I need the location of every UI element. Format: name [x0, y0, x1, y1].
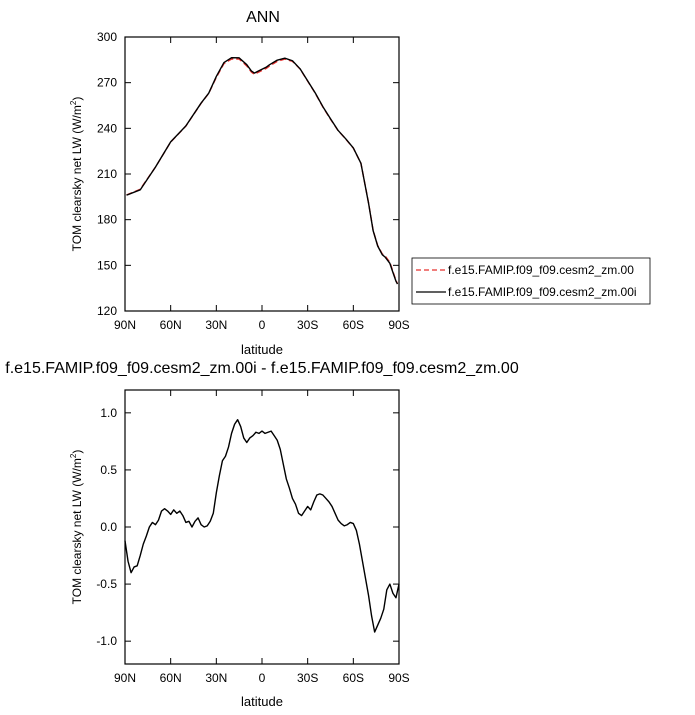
bottom-y-tick-label: 1.0	[100, 406, 117, 420]
top-y-tick-label: 300	[97, 30, 117, 44]
bottom-series-line-1	[124, 418, 400, 633]
bottom-chart-lines	[124, 418, 400, 633]
bottom-chart-plot-frame	[124, 389, 400, 665]
top-y-tick-label: 150	[97, 258, 117, 272]
top-x-tick-label: 30N	[205, 318, 227, 332]
top-x-tick-label: 0	[259, 318, 266, 332]
bottom-chart-panel: f.e15.FAMIP.f09_f09.cesm2_zm.00i - f.e15…	[5, 360, 519, 709]
top-x-tick-label: 90N	[114, 318, 136, 332]
top-series-line-2	[126, 57, 399, 285]
bottom-chart-xlabel: latitude	[241, 694, 283, 709]
legend-box	[411, 257, 651, 305]
bottom-chart-ylabel: TOM clearsky net LW (W/m2)	[69, 450, 84, 605]
top-x-tick-label: 60S	[343, 318, 364, 332]
top-x-tick-label: 90S	[388, 318, 409, 332]
bottom-y-tick-label: 0.0	[100, 520, 117, 534]
bottom-x-tick-label: 30N	[205, 671, 227, 685]
top-y-tick-label: 270	[97, 76, 117, 90]
bottom-y-tick-label: -1.0	[96, 634, 117, 648]
top-chart-panel: ANN 90N 60N 30N 0 30S 60S 90S 120 150 180 210 240 27…	[69, 9, 651, 357]
bottom-x-tick-label: 90S	[388, 671, 409, 685]
bottom-chart-ticks: 90N 60N 30N 0 30S 60S 90S -1.0 -0.5 0.0 0.5 1.0	[96, 390, 410, 685]
top-x-tick-label: 30S	[297, 318, 318, 332]
bottom-x-tick-label: 0	[259, 671, 266, 685]
top-y-tick-label: 180	[97, 213, 117, 227]
top-chart-title: ANN	[246, 9, 280, 26]
top-y-tick-label: 240	[97, 121, 117, 135]
bottom-x-tick-label: 90N	[114, 671, 136, 685]
bottom-y-tick-label: 0.5	[100, 463, 117, 477]
bottom-x-tick-label: 60S	[343, 671, 364, 685]
legend-label-series-1: f.e15.FAMIP.f09_f09.cesm2_zm.00	[448, 263, 634, 277]
top-x-tick-label: 60N	[160, 318, 182, 332]
top-chart-xlabel: latitude	[241, 342, 283, 357]
top-y-tick-label: 120	[97, 304, 117, 318]
top-chart-plot-frame	[124, 36, 400, 312]
bottom-y-tick-label: -0.5	[96, 577, 117, 591]
top-chart-legend: f.e15.FAMIP.f09_f09.cesm2_zm.00 f.e15.FA…	[411, 257, 651, 305]
legend-label-series-2: f.e15.FAMIP.f09_f09.cesm2_zm.00i	[448, 285, 637, 299]
bottom-chart-title: f.e15.FAMIP.f09_f09.cesm2_zm.00i - f.e15…	[5, 360, 519, 377]
top-y-tick-label: 210	[97, 167, 117, 181]
bottom-x-tick-label: 30S	[297, 671, 318, 685]
top-chart-ylabel: TOM clearsky net LW (W/m2)	[69, 97, 84, 252]
top-chart-lines	[126, 57, 399, 285]
top-chart-ticks: 90N 60N 30N 0 30S 60S 90S 120 150 180 210 240 270 300	[97, 30, 410, 332]
bottom-x-tick-label: 60N	[160, 671, 182, 685]
top-series-line-1	[126, 58, 399, 284]
